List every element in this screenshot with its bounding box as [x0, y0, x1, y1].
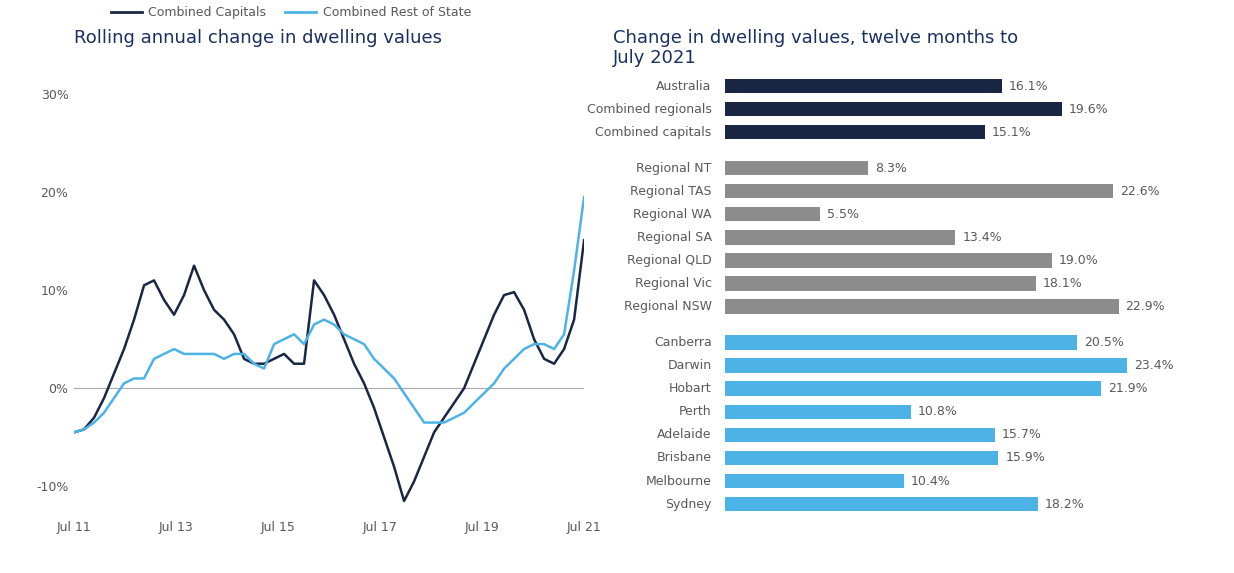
Legend: Combined Capitals, Combined Rest of State: Combined Capitals, Combined Rest of Stat… [106, 1, 476, 24]
Text: Adelaide: Adelaide [658, 429, 712, 441]
Text: Australia: Australia [656, 80, 712, 93]
Bar [726, 184, 1113, 198]
Text: Brisbane: Brisbane [656, 452, 712, 465]
Text: Regional WA: Regional WA [633, 208, 712, 221]
Text: 10.4%: 10.4% [911, 474, 950, 488]
Text: 10.8%: 10.8% [918, 405, 958, 418]
Text: 18.2%: 18.2% [1045, 497, 1085, 511]
Text: 22.6%: 22.6% [1120, 185, 1160, 198]
Text: 16.1%: 16.1% [1008, 80, 1049, 93]
Text: 13.4%: 13.4% [963, 231, 1002, 244]
Text: Regional NT: Regional NT [637, 162, 712, 175]
Bar [726, 382, 1102, 396]
Text: 15.1%: 15.1% [992, 125, 1032, 139]
Text: Regional Vic: Regional Vic [634, 277, 712, 290]
Text: 20.5%: 20.5% [1085, 336, 1124, 349]
Text: Darwin: Darwin [668, 359, 712, 372]
Text: Canberra: Canberra [654, 336, 712, 349]
Text: Sydney: Sydney [665, 497, 712, 511]
Bar [726, 427, 995, 442]
Text: 22.9%: 22.9% [1125, 300, 1165, 313]
Bar [726, 79, 1002, 93]
Text: Regional NSW: Regional NSW [623, 300, 712, 313]
Text: 5.5%: 5.5% [827, 208, 859, 221]
Bar [726, 335, 1077, 350]
Text: 8.3%: 8.3% [875, 162, 907, 175]
Text: Combined capitals: Combined capitals [595, 125, 712, 139]
Text: 23.4%: 23.4% [1134, 359, 1174, 372]
Text: Combined regionals: Combined regionals [586, 103, 712, 116]
Text: 19.6%: 19.6% [1069, 103, 1108, 116]
Text: 19.0%: 19.0% [1059, 254, 1098, 267]
Bar [726, 102, 1062, 116]
Bar [726, 125, 985, 139]
Bar [726, 497, 1038, 511]
Text: 15.7%: 15.7% [1002, 429, 1041, 441]
Bar [726, 451, 998, 465]
Bar [726, 276, 1037, 291]
Text: 18.1%: 18.1% [1043, 277, 1082, 290]
Bar [726, 358, 1127, 372]
Bar [726, 474, 905, 488]
Text: 21.9%: 21.9% [1108, 382, 1148, 395]
Text: Change in dwelling values, twelve months to
July 2021: Change in dwelling values, twelve months… [613, 29, 1018, 68]
Text: Melbourne: Melbourne [645, 474, 712, 488]
Text: Hobart: Hobart [669, 382, 712, 395]
Text: Regional QLD: Regional QLD [627, 254, 712, 267]
Text: 15.9%: 15.9% [1006, 452, 1045, 465]
Bar [726, 207, 819, 221]
Text: Regional TAS: Regional TAS [631, 185, 712, 198]
Text: Rolling annual change in dwelling values: Rolling annual change in dwelling values [74, 29, 442, 46]
Bar [726, 405, 911, 419]
Bar [726, 300, 1118, 314]
Bar [726, 230, 955, 245]
Bar [726, 161, 868, 175]
Bar [726, 253, 1051, 268]
Text: Perth: Perth [679, 405, 712, 418]
Text: Regional SA: Regional SA [637, 231, 712, 244]
